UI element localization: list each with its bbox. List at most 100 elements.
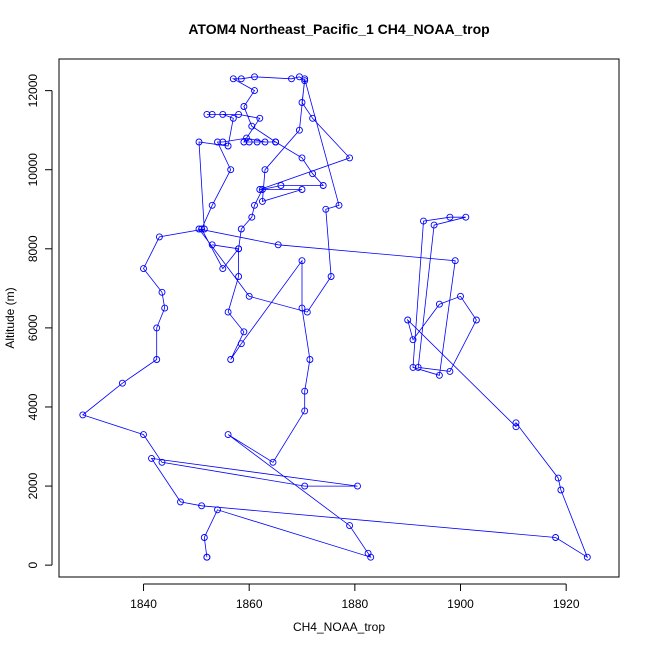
data-point (161, 304, 169, 312)
data-point (298, 257, 306, 265)
data-point (229, 114, 237, 122)
data-point (512, 419, 520, 427)
data-point (301, 407, 309, 415)
data-point (200, 225, 208, 233)
data-point (235, 273, 243, 280)
data-point (346, 154, 354, 162)
y-tick-label: 0 (26, 561, 40, 568)
data-point (258, 197, 266, 205)
data-point (414, 363, 422, 371)
y-tick-label: 8000 (26, 235, 40, 262)
data-point (198, 502, 206, 510)
data-point (245, 292, 253, 300)
plot-frame (58, 58, 620, 578)
y-tick-label: 12000 (26, 74, 40, 108)
x-tick-label: 1920 (553, 597, 580, 611)
data-point (274, 241, 282, 249)
data-point (235, 245, 243, 253)
data-point (227, 166, 235, 174)
data-point (364, 549, 372, 557)
data-point (335, 201, 343, 209)
data-point (301, 387, 309, 395)
data-point (251, 201, 258, 209)
data-point (214, 506, 221, 514)
data-point (140, 265, 147, 273)
data-point (219, 138, 227, 146)
x-tick-label: 1860 (236, 597, 263, 611)
data-point (224, 308, 232, 316)
data-point (237, 225, 245, 233)
y-tick-label: 10000 (26, 153, 40, 187)
data-point (227, 356, 235, 363)
data-point (354, 482, 361, 490)
data-point (203, 110, 211, 118)
data-point (303, 308, 311, 316)
data-point (409, 336, 417, 344)
data-point (277, 182, 285, 189)
data-point (153, 356, 161, 363)
data-point (140, 431, 147, 439)
data-point (472, 316, 480, 324)
data-point (557, 486, 565, 494)
data-point (301, 482, 309, 490)
data-point (251, 87, 258, 95)
data-point (243, 134, 250, 142)
data-point (288, 75, 295, 83)
data-point (457, 292, 464, 300)
data-point (224, 431, 232, 439)
data-point (435, 371, 443, 379)
data-point (195, 138, 203, 146)
data-point (219, 265, 227, 273)
data-point (79, 411, 87, 419)
data-point (256, 186, 264, 193)
series-1 (79, 73, 591, 561)
data-point (224, 142, 232, 150)
data-point (219, 110, 227, 118)
data-point (208, 201, 216, 209)
data-point (298, 186, 306, 193)
data-point (251, 73, 258, 81)
data-point (327, 273, 335, 280)
data-point (214, 138, 221, 146)
data-point (155, 233, 163, 241)
x-tick-label: 1880 (341, 597, 368, 611)
data-point (301, 75, 309, 83)
data-point (158, 458, 166, 466)
data-point (309, 114, 317, 122)
data-point (319, 182, 327, 189)
data-point (554, 474, 562, 482)
data-point (435, 300, 443, 308)
data-point (240, 103, 248, 110)
data-point (346, 522, 354, 530)
chart-title: ATOM4 Northeast_Pacific_1 CH4_NOAA_trop (188, 21, 489, 37)
data-point (295, 126, 303, 134)
data-point (198, 225, 206, 233)
data-point (462, 213, 470, 221)
x-tick-label: 1900 (447, 597, 474, 611)
data-point (261, 138, 269, 146)
data-point (446, 213, 454, 221)
data-point (148, 454, 155, 462)
data-point (298, 304, 306, 312)
data-point (309, 170, 317, 178)
x-axis: 1840 1860 1880 1900 1920 (130, 583, 580, 611)
data-point (256, 114, 264, 122)
data-point (248, 213, 256, 221)
data-point (420, 217, 427, 225)
y-axis: 0 2000 4000 6000 8000 10000 12000 (26, 74, 53, 568)
data-point (203, 553, 211, 561)
series-line (81, 76, 589, 559)
data-point (208, 241, 216, 249)
data-point (451, 257, 459, 265)
data-point (583, 553, 591, 561)
data-point (195, 225, 203, 233)
data-point (229, 75, 237, 83)
data-point (235, 110, 243, 118)
data-point (552, 534, 560, 541)
data-point (512, 423, 520, 431)
data-point (177, 498, 184, 506)
data-point (298, 99, 306, 106)
data-point (200, 534, 208, 541)
y-tick-label: 4000 (26, 393, 40, 420)
